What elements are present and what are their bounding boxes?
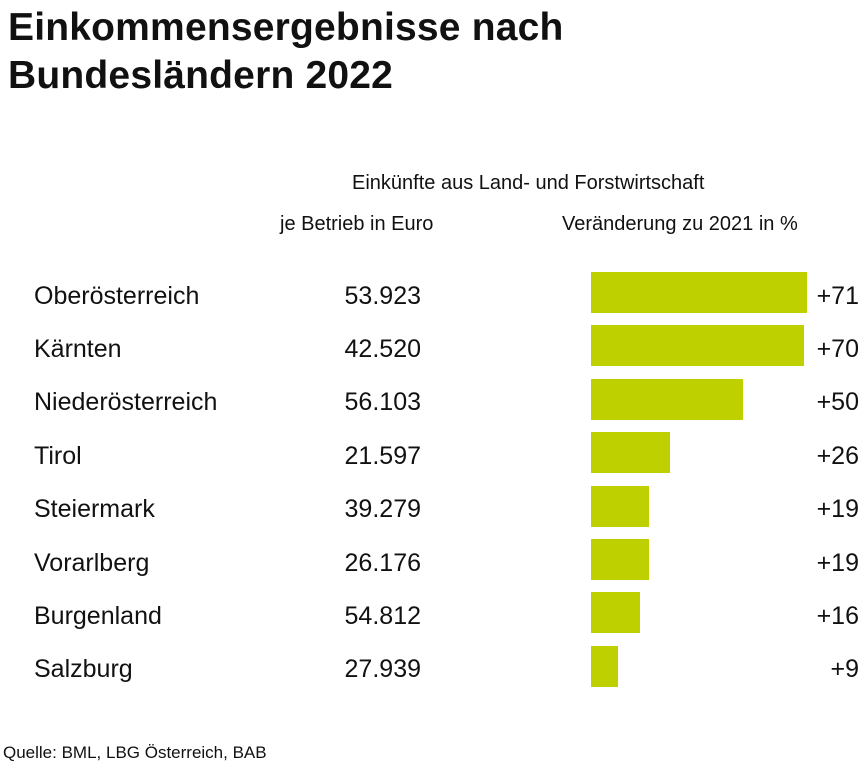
state-label: Tirol xyxy=(34,441,82,470)
income-value: 27.939 xyxy=(344,655,421,684)
state-label: Oberösterreich xyxy=(34,281,200,310)
change-label: +70 xyxy=(816,334,859,363)
income-value: 54.812 xyxy=(344,601,421,630)
change-label: +50 xyxy=(816,388,859,417)
change-bar xyxy=(591,432,670,474)
income-value: 42.520 xyxy=(344,334,421,363)
change-bar xyxy=(591,645,618,687)
change-bar xyxy=(591,272,807,313)
change-bar xyxy=(591,325,804,367)
change-label: +9 xyxy=(830,655,859,684)
change-bar xyxy=(591,378,743,420)
header-group: Einkünfte aus Land- und Forstwirtschaft xyxy=(352,172,705,194)
header-absolute: je Betrieb in Euro xyxy=(280,213,434,235)
state-label: Niederösterreich xyxy=(34,388,218,417)
income-value: 39.279 xyxy=(344,495,421,524)
title-line-1: Einkommensergebnisse nach xyxy=(8,6,564,49)
income-value: 56.103 xyxy=(344,388,421,417)
state-label: Salzburg xyxy=(34,655,133,684)
change-label: +71 xyxy=(816,281,859,310)
income-value: 53.923 xyxy=(344,281,421,310)
income-value: 21.597 xyxy=(344,441,421,470)
change-label: +19 xyxy=(816,548,859,577)
state-label: Kärnten xyxy=(34,334,122,363)
state-label: Burgenland xyxy=(34,601,162,630)
chart-title: Einkommensergebnisse nach Bundesländern … xyxy=(8,4,808,100)
state-label: Vorarlberg xyxy=(34,548,150,577)
state-label: Steiermark xyxy=(34,495,155,524)
change-label: +16 xyxy=(816,601,859,630)
income-value: 26.176 xyxy=(344,548,421,577)
change-label: +26 xyxy=(816,441,859,470)
change-bar xyxy=(591,485,649,527)
change-bar xyxy=(591,592,640,634)
header-change: Veränderung zu 2021 in % xyxy=(562,213,798,235)
change-bar xyxy=(591,539,649,580)
title-line-2: Bundesländern 2022 xyxy=(8,54,394,97)
source-note: Quelle: BML, LBG Österreich, BAB xyxy=(3,743,267,762)
change-label: +19 xyxy=(816,495,859,524)
